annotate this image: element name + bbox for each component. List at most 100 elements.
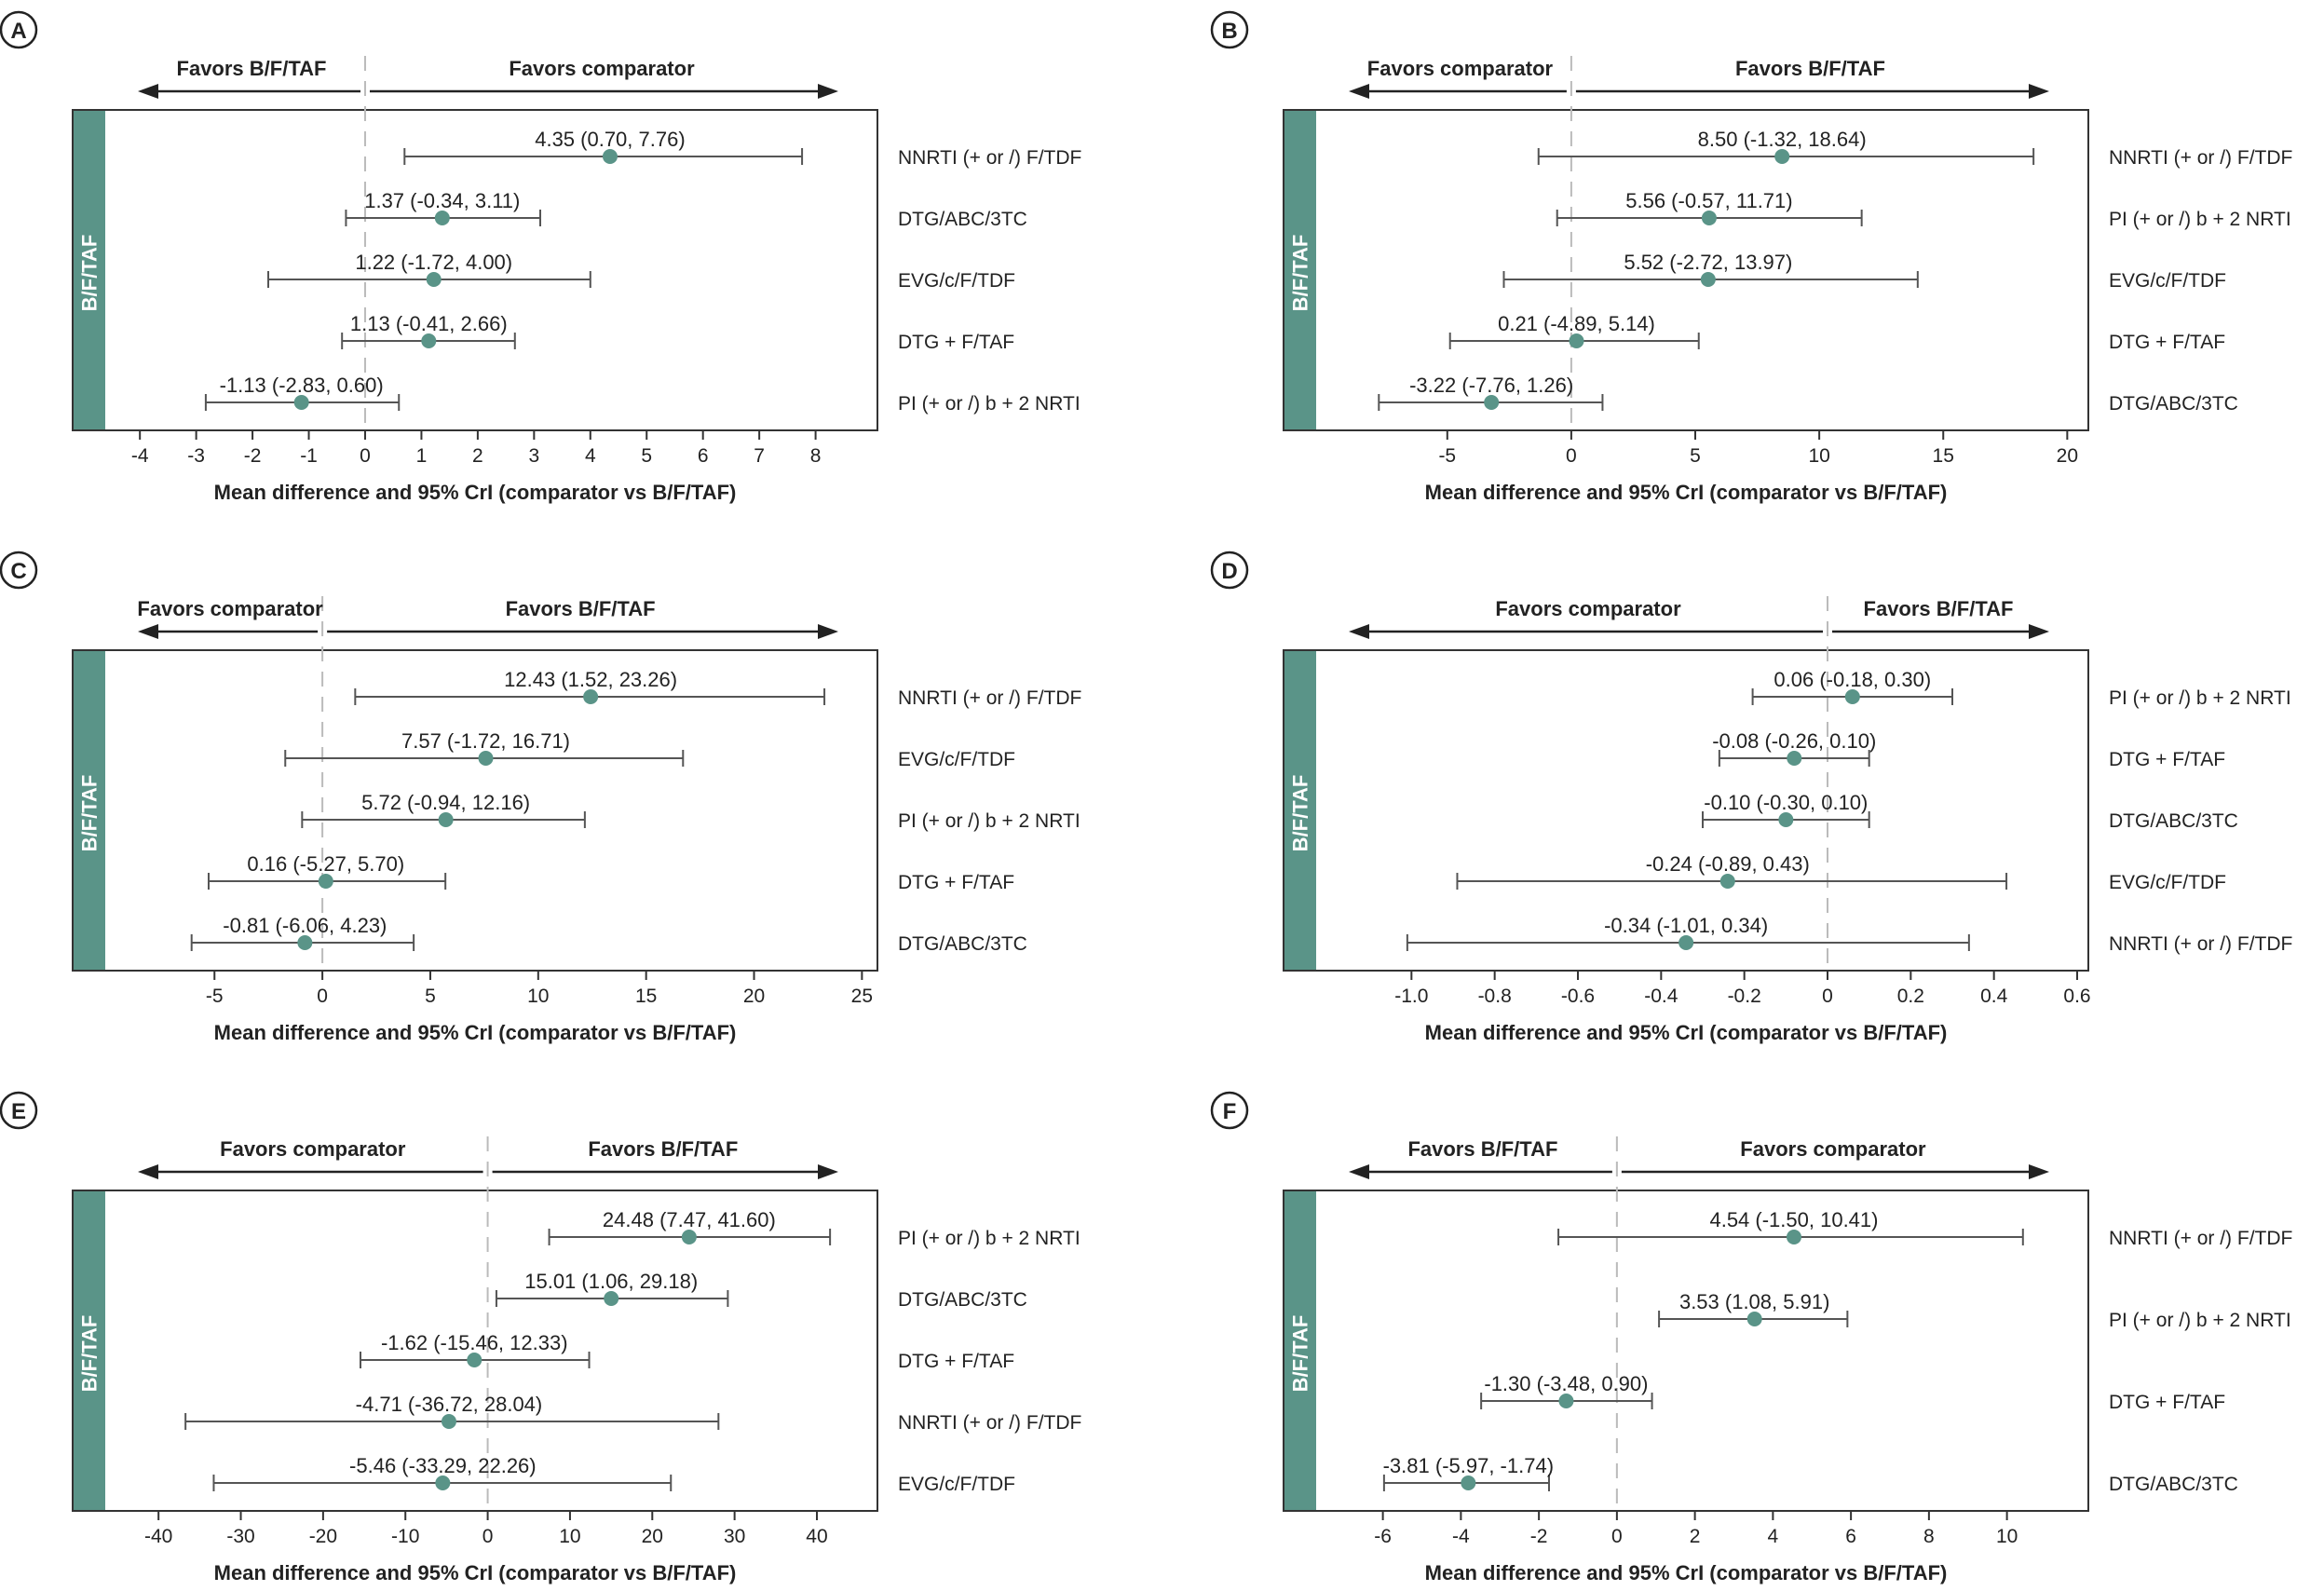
x-tick-label: 0.6 [2063, 986, 2090, 1007]
forest-row: 8.50 (-1.32, 18.64) NNRTI (+ or /) F/TDF [1537, 128, 2292, 169]
x-tick-label: -4 [1452, 1526, 1470, 1547]
plot-frame [72, 1190, 878, 1512]
side-label: B/F/TAF [1289, 1315, 1312, 1393]
forest-row: 4.35 (0.70, 7.76) NNRTI (+ or /) F/TDF [403, 128, 1081, 169]
estimate-label: 5.52 (-2.72, 13.97) [1624, 251, 1792, 274]
panel-letter-badge [0, 551, 38, 590]
forest-row: 4.54 (-1.50, 10.41) NNRTI (+ or /) F/TDF [1557, 1208, 2292, 1249]
comparator-name: EVG/c/F/TDF [2109, 872, 2226, 893]
x-tick-label: 0.4 [1980, 986, 2008, 1007]
estimate-label: 0.21 (-4.89, 5.14) [1498, 312, 1655, 335]
point-estimate [1786, 1230, 1801, 1244]
x-tick-label: 4 [1768, 1526, 1779, 1547]
comparator-name: NNRTI (+ or /) F/TDF [898, 147, 1081, 169]
x-tick-label: 0 [1611, 1526, 1623, 1547]
comparator-name: DTG + F/TAF [2109, 749, 2225, 770]
side-label: B/F/TAF [1289, 775, 1312, 852]
x-tick-label: 5 [641, 445, 652, 467]
estimate-label: -0.34 (-1.01, 0.34) [1604, 914, 1768, 937]
comparator-name: PI (+ or /) b + 2 NRTI [898, 393, 1080, 415]
comparator-name: DTG + F/TAF [2109, 332, 2225, 353]
x-tick-label: -40 [144, 1526, 172, 1547]
panel-b: B B/F/TAF Favors comparator Favors B/F/TAF -… [1210, 10, 2292, 504]
x-tick-label: -0.4 [1644, 986, 1678, 1007]
favors-right-arrowhead [2029, 624, 2049, 639]
estimate-label: 0.06 (-0.18, 0.30) [1774, 668, 1931, 691]
panel-letter-badge [0, 1091, 38, 1130]
estimate-label: 1.13 (-0.41, 2.66) [350, 312, 508, 335]
point-estimate [1746, 1312, 1762, 1326]
comparator-name: NNRTI (+ or /) F/TDF [2109, 147, 2292, 169]
favors-right-label: Favors comparator [1740, 1137, 1926, 1161]
forest-row: -0.34 (-1.01, 0.34) NNRTI (+ or /) F/TDF [1406, 914, 2292, 955]
estimate-label: -1.62 (-15.46, 12.33) [381, 1331, 568, 1354]
panel-letter-badge [0, 10, 38, 49]
forest-row: -1.30 (-3.48, 0.90) DTG + F/TAF [1480, 1372, 2225, 1413]
estimate-label: 4.35 (0.70, 7.76) [535, 128, 685, 151]
favors-left-arrowhead [1349, 84, 1369, 99]
x-tick-label: 6 [1845, 1526, 1856, 1547]
x-axis-label: Mean difference and 95% CrI (comparator … [1425, 1021, 1948, 1044]
forest-row: 0.06 (-0.18, 0.30) PI (+ or /) b + 2 NRTI [1751, 668, 2291, 709]
x-tick-label: 0 [317, 986, 328, 1007]
x-tick-label: 8 [1923, 1526, 1935, 1547]
estimate-label: 1.37 (-0.34, 3.11) [364, 189, 520, 212]
x-tick-label: 0 [1822, 986, 1833, 1007]
estimate-label: -1.13 (-2.83, 0.60) [220, 374, 384, 397]
point-estimate [1678, 935, 1694, 950]
favors-left-arrowhead [1349, 624, 1369, 639]
x-tick-label: 2 [1690, 1526, 1701, 1547]
favors-left-arrowhead [138, 624, 158, 639]
comparator-band [74, 1191, 105, 1510]
forest-row: -3.81 (-5.97, -1.74) DTG/ABC/3TC [1383, 1454, 2238, 1495]
panel-letter: A [10, 19, 26, 44]
comparator-name: EVG/c/F/TDF [898, 270, 1015, 292]
estimate-label: 12.43 (1.52, 23.26) [504, 668, 677, 691]
forest-row: -5.46 (-33.29, 22.26) EVG/c/F/TDF [212, 1454, 1015, 1495]
estimate-label: -5.46 (-33.29, 22.26) [349, 1454, 537, 1477]
x-tick-label: 4 [585, 445, 596, 467]
favors-left-arrowhead [1349, 1164, 1369, 1179]
comparator-name: DTG + F/TAF [2109, 1392, 2225, 1413]
point-estimate [1701, 211, 1717, 225]
x-tick-label: 25 [851, 986, 873, 1007]
point-estimate [1558, 1394, 1574, 1408]
x-tick-label: -2 [1530, 1526, 1548, 1547]
forest-row: -3.22 (-7.76, 1.26) DTG/ABC/3TC [1378, 374, 2238, 415]
x-axis-label: Mean difference and 95% CrI (comparator … [214, 1561, 737, 1584]
x-tick-label: 5 [425, 986, 436, 1007]
forest-row: -0.24 (-0.89, 0.43) EVG/c/F/TDF [1456, 852, 2226, 893]
comparator-name: DTG/ABC/3TC [898, 1289, 1027, 1311]
x-tick-label: -5 [206, 986, 224, 1007]
comparator-name: DTG/ABC/3TC [2109, 1474, 2238, 1495]
panel-letter: C [10, 559, 26, 584]
comparator-name: NNRTI (+ or /) F/TDF [2109, 1228, 2292, 1249]
comparator-name: PI (+ or /) b + 2 NRTI [898, 1228, 1080, 1249]
point-estimate [583, 689, 599, 704]
plot-frame [1283, 1190, 2089, 1512]
x-tick-label: 3 [528, 445, 539, 467]
panel-letter: E [11, 1099, 26, 1124]
estimate-label: 8.50 (-1.32, 18.64) [1698, 128, 1867, 151]
point-estimate [1569, 333, 1584, 348]
x-tick-label: 15 [635, 986, 657, 1007]
point-estimate [1484, 395, 1500, 410]
favors-right-label: Favors B/F/TAF [1864, 597, 2014, 620]
point-estimate [1778, 812, 1794, 827]
point-estimate [426, 272, 442, 287]
forest-row: 1.22 (-1.72, 4.00) EVG/c/F/TDF [267, 251, 1015, 292]
x-tick-label: -1.0 [1394, 986, 1428, 1007]
point-estimate [478, 751, 494, 766]
point-estimate [293, 395, 309, 410]
forest-row: 3.53 (1.08, 5.91) PI (+ or /) b + 2 NRTI [1658, 1290, 2291, 1331]
x-tick-label: -3 [187, 445, 205, 467]
x-tick-label: 20 [642, 1526, 663, 1547]
x-tick-label: 30 [724, 1526, 745, 1547]
x-tick-label: -1 [300, 445, 318, 467]
favors-left-arrowhead [138, 1164, 158, 1179]
comparator-name: DTG + F/TAF [898, 872, 1014, 893]
point-estimate [435, 1475, 451, 1490]
estimate-label: -3.22 (-7.76, 1.26) [1409, 374, 1573, 397]
point-estimate [1700, 272, 1716, 287]
